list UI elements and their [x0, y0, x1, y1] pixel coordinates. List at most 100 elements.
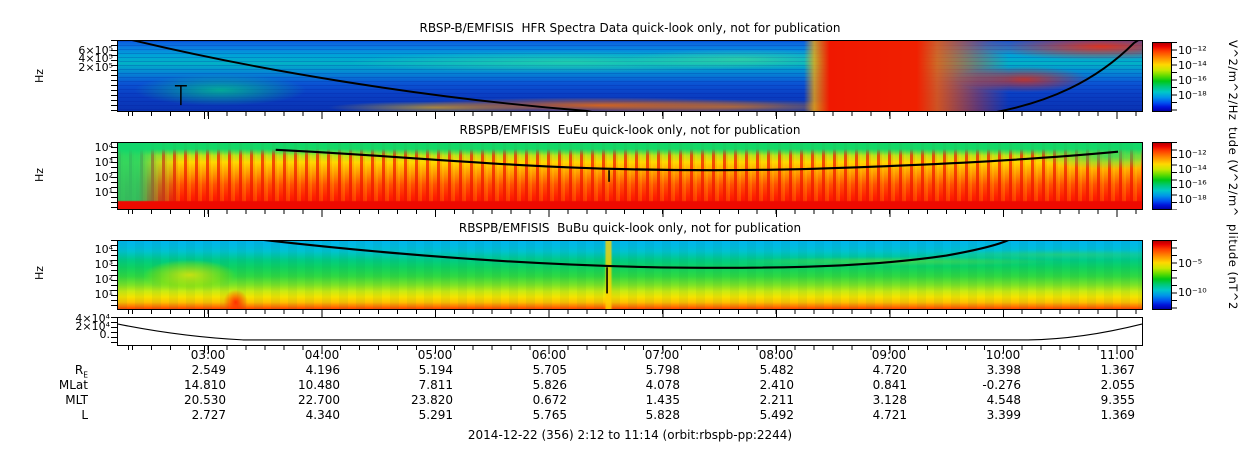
ephemeris-value: 1.435	[645, 393, 680, 407]
panel2-yaxis-ticks	[111, 142, 117, 210]
panel2-title: RBSPB/EMFISIS EuEu quick-look only, not …	[459, 123, 801, 137]
panel2-frequency-curve	[275, 148, 1119, 182]
panel3-colorbar-tick: 10⁻¹⁰	[1178, 286, 1207, 299]
panel1-ytick: 4×10⁵	[78, 52, 113, 65]
panel2-colorbar-unit: tude (V^2/m^	[1226, 127, 1240, 217]
ephemeris-value: 4.078	[645, 378, 680, 392]
ephemeris-value: 5.492	[759, 408, 794, 422]
ephemeris-value: 5.798	[645, 363, 680, 377]
ephemeris-value: 2.727	[191, 408, 226, 422]
panel1-colorbar-tick: 10⁻¹⁸	[1178, 89, 1207, 102]
panel2-ytick: 10¹	[94, 186, 113, 199]
ephemeris-value: 23.820	[411, 393, 453, 407]
ephemeris-value: 0.841	[872, 378, 907, 392]
ephemeris-value: 2.549	[191, 363, 226, 377]
panel1-colorbar	[1152, 42, 1172, 112]
ephemeris-row-label-re: RE	[28, 363, 88, 379]
panel1-title: RBSP-B/EMFISIS HFR Spectra Data quick-lo…	[419, 21, 841, 35]
panel1-xaxis-major-ticks	[117, 112, 1143, 119]
panel2-ytick: 10³	[94, 156, 113, 169]
panel2-xaxis-major-ticks	[117, 210, 1143, 217]
ephemeris-value: 2.211	[759, 393, 794, 407]
re-label-subscript: E	[83, 370, 88, 380]
ephemeris-row-label-mlt: MLT	[65, 393, 88, 407]
re-label: R	[74, 363, 84, 377]
panel2-colorbar-ticks	[1172, 142, 1177, 210]
panel3-colorbar-ticks	[1172, 240, 1177, 310]
ephemeris-value: 2.055	[1100, 378, 1135, 392]
time-label: 09:00	[871, 348, 907, 362]
ephemeris-value: 22.700	[298, 393, 340, 407]
ephemeris-value: 5.765	[532, 408, 567, 422]
panel3-ytick: 10³	[94, 258, 113, 271]
panel1-ytick: 6×10⁵	[78, 44, 113, 57]
panel1-ytick: 2×10⁵	[78, 61, 113, 74]
panel2-colorbar-tick: 10⁻¹²	[1178, 148, 1207, 161]
time-label: 04:00	[304, 348, 340, 362]
panel2-colorbar-tick: 10⁻¹⁸	[1178, 193, 1207, 206]
ephemeris-row-label-mlat: MLat	[58, 378, 88, 392]
ephemeris-value: 7.811	[418, 378, 453, 392]
panel3-ytick: 10⁴	[94, 243, 113, 256]
ephemeris-value: 5.194	[418, 363, 453, 377]
panel2-plot	[117, 142, 1143, 210]
panel3-ytick: 10²	[94, 273, 113, 286]
panel4-yaxis-ticks	[111, 317, 117, 346]
ephemeris-value: 9.355	[1100, 393, 1135, 407]
time-label: 05:00	[417, 348, 453, 362]
time-label: 03:00	[190, 348, 226, 362]
ephemeris-value: 3.398	[986, 363, 1021, 377]
time-label: 07:00	[644, 348, 680, 362]
panel3-plot	[117, 240, 1143, 310]
ephemeris-value: 14.810	[184, 378, 226, 392]
panel4-ytick: 4×10⁴	[75, 312, 110, 325]
panel1-yaxis-label: Hz	[33, 68, 46, 84]
panel3-colorbar-tick: 10⁻⁵	[1178, 257, 1203, 270]
ephemeris-value: 4.548	[986, 393, 1021, 407]
panel2-ytick: 10²	[94, 171, 113, 184]
ephemeris-value: 5.482	[759, 363, 794, 377]
ephemeris-value: 5.828	[645, 408, 680, 422]
panel3-xaxis-major-ticks	[117, 310, 1143, 317]
ephemeris-value: 5.826	[532, 378, 567, 392]
panel1-frequency-curve	[131, 41, 1139, 111]
ephemeris-row-label-l: L	[81, 408, 88, 422]
panel4-line-curve	[118, 323, 1142, 341]
panel4-ytick: 0.	[99, 328, 111, 341]
time-label: 08:00	[758, 348, 794, 362]
panel3-ytick: 10¹	[94, 288, 113, 301]
ephemeris-value: 5.291	[418, 408, 453, 422]
panel2-yaxis-label: Hz	[33, 167, 46, 183]
figure-caption: 2014-12-22 (356) 2:12 to 11:14 (orbit:rb…	[467, 428, 793, 442]
panel3-title: RBSPB/EMFISIS BuBu quick-look only, not …	[458, 221, 802, 235]
panel3-heatmap	[118, 241, 1142, 309]
ephemeris-value: 5.705	[532, 363, 567, 377]
ephemeris-value: 10.480	[298, 378, 340, 392]
ephemeris-value: 20.530	[184, 393, 226, 407]
panel3-yaxis-label: Hz	[33, 265, 46, 281]
ephemeris-value: 2.410	[759, 378, 794, 392]
panel1-heatmap	[118, 41, 1142, 111]
panel3-colorbar	[1152, 240, 1172, 310]
panel3-frequency-curve	[263, 241, 1009, 294]
panel2-heatmap	[118, 143, 1142, 209]
panel2-colorbar	[1152, 142, 1172, 210]
panel1-colorbar-ticks	[1172, 42, 1177, 112]
panel2-colorbar-tick: 10⁻¹⁴	[1178, 163, 1207, 176]
time-label: 10:00	[985, 348, 1021, 362]
time-label: 06:00	[531, 348, 567, 362]
panel1-colorbar-tick: 10⁻¹⁶	[1178, 74, 1207, 87]
ephemeris-value: 3.399	[986, 408, 1021, 422]
panel4-xaxis-major-ticks	[117, 346, 1143, 353]
panel1-plot	[117, 40, 1143, 112]
panel3-yaxis-ticks	[111, 240, 117, 310]
panel1-yaxis-ticks	[111, 40, 117, 112]
ephemeris-value: -0.276	[982, 378, 1021, 392]
ephemeris-value: 1.367	[1100, 363, 1135, 377]
panel1-colorbar-tick: 10⁻¹⁴	[1178, 59, 1207, 72]
panel1-colorbar-unit: V^2/m^2/Hz	[1226, 40, 1240, 121]
panel2-ytick: 10⁴	[94, 141, 113, 154]
panel3-colorbar-unit: plitude (nT^2	[1226, 224, 1240, 310]
panel1-colorbar-tick: 10⁻¹²	[1178, 44, 1207, 57]
ephemeris-value: 4.720	[872, 363, 907, 377]
